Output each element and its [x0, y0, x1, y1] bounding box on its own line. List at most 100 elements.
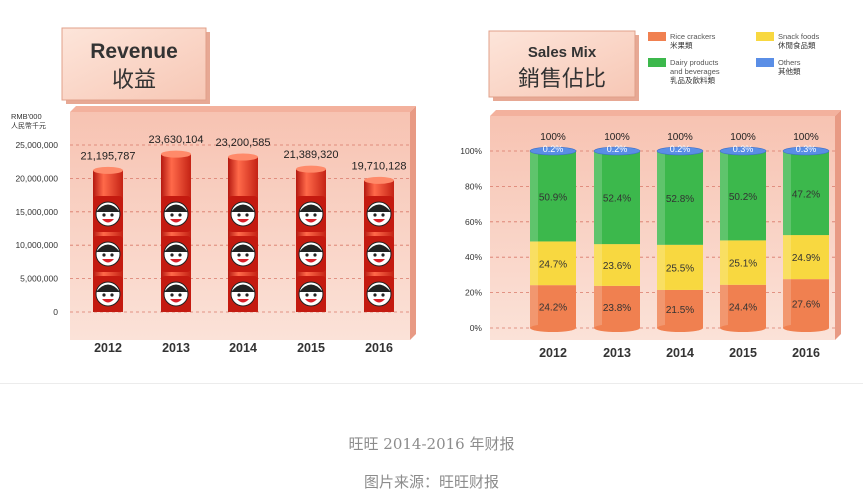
salesmix-bars: [529, 146, 830, 332]
salesmix-segment-label: 52.4%: [603, 194, 631, 205]
legend-label: Rice crackers: [670, 32, 716, 41]
revenue-y-tick-label: 10,000,000: [15, 240, 58, 250]
salesmix-segment: [657, 151, 703, 245]
salesmix-segment: [530, 285, 576, 328]
revenue-bars: [93, 150, 394, 312]
revenue-y-tick-label: 0: [53, 307, 58, 317]
salesmix-y-ticks: 100% 80% 60% 40% 20% 0%: [460, 146, 482, 333]
revenue-bar: [93, 166, 123, 312]
revenue-x-tick-label: 2014: [229, 341, 257, 355]
salesmix-segment-label: 50.9%: [539, 192, 567, 203]
revenue-y-tick-label: 15,000,000: [15, 207, 58, 217]
salesmix-y-tick-label: 20%: [465, 288, 482, 298]
revenue-bar: [364, 176, 394, 312]
legend-label: Dairy products and beverages: [670, 58, 720, 76]
legend-swatch: [648, 58, 666, 67]
mascot-face-icon: [296, 196, 326, 232]
salesmix-segment-label: 0.2%: [543, 144, 564, 154]
revenue-y-tick-label: 5,000,000: [20, 274, 58, 284]
salesmix-bar: [782, 146, 830, 332]
salesmix-segment-label: 25.1%: [729, 259, 757, 270]
legend-label: Others: [778, 58, 801, 67]
salesmix-segment: [783, 279, 829, 328]
revenue-y-tick-label: 20,000,000: [15, 173, 58, 183]
charts-figure: Revenue 收益 RMB'000 人民幣千元 25,000,000 20,00…: [11, 27, 841, 360]
mascot-face-icon: [161, 236, 191, 272]
salesmix-title: Sales Mix: [528, 44, 597, 61]
revenue-title-box: Revenue 收益: [61, 27, 210, 104]
legend-swatch: [756, 58, 774, 67]
revenue-title-cn: 收益: [112, 68, 156, 93]
revenue-x-tick-label: 2013: [162, 341, 190, 355]
salesmix-segment: [720, 240, 766, 285]
salesmix-x-tick-label: 2012: [539, 346, 567, 360]
revenue-value-label: 21,389,320: [283, 149, 338, 161]
revenue-x-tick-label: 2012: [94, 341, 122, 355]
revenue-y-ticks: 25,000,000 20,000,000 15,000,000 10,000,000…: [15, 140, 58, 317]
revenue-value-label: 23,200,585: [215, 137, 270, 149]
revenue-bar: [296, 165, 326, 312]
revenue-x-ticks: 2012 2013 2014 2015 2016: [94, 341, 393, 355]
salesmix-segment-label: 24.2%: [539, 303, 567, 314]
salesmix-y-tick-label: 100%: [460, 146, 482, 156]
legend-swatch: [756, 32, 774, 41]
legend-label-cn: 其他類: [778, 66, 801, 76]
salesmix-bar: [529, 146, 577, 332]
salesmix-y-tick-label: 40%: [465, 252, 482, 262]
revenue-x-tick-label: 2015: [297, 341, 325, 355]
mascot-face-icon: [93, 196, 123, 232]
salesmix-x-tick-label: 2016: [792, 346, 820, 360]
mascot-face-icon: [93, 276, 123, 312]
salesmix-segment-label: 52.8%: [666, 194, 694, 205]
revenue-value-label: 21,195,787: [80, 150, 135, 162]
mascot-face-icon: [364, 196, 394, 232]
mascot-face-icon: [228, 196, 258, 232]
caption-title: 旺旺 2014-2016 年财报: [348, 435, 515, 453]
salesmix-y-tick-label: 60%: [465, 217, 482, 227]
salesmix-segment-label: 47.2%: [792, 189, 820, 200]
salesmix-segment-label: 24.4%: [729, 302, 757, 313]
mascot-face-icon: [228, 276, 258, 312]
salesmix-x-tick-label: 2013: [603, 346, 631, 360]
salesmix-segment-label: 23.8%: [603, 303, 631, 314]
revenue-x-tick-label: 2016: [365, 341, 393, 355]
revenue-bar: [228, 153, 258, 312]
salesmix-segment-label: 0.2%: [670, 144, 691, 154]
salesmix-y-tick-label: 80%: [465, 181, 482, 191]
salesmix-total-label: 100%: [667, 132, 693, 143]
salesmix-bar: [656, 146, 704, 332]
revenue-y-tick-label: 25,000,000: [15, 140, 58, 150]
revenue-title: Revenue: [90, 40, 178, 63]
salesmix-total-label: 100%: [540, 132, 566, 143]
revenue-value-labels: 21,195,787 23,630,104 23,200,585 21,389,320…: [80, 134, 406, 172]
salesmix-title-cn: 銷售佔比: [518, 67, 606, 92]
salesmix-y-tick-label: 0%: [470, 323, 483, 333]
revenue-ylabel-cn: 人民幣千元: [11, 121, 46, 130]
salesmix-segment: [783, 151, 829, 236]
salesmix-segment-label: 0.3%: [796, 144, 817, 154]
mascot-face-icon: [296, 276, 326, 312]
salesmix-segment: [720, 151, 766, 241]
salesmix-total-label: 100%: [730, 132, 756, 143]
salesmix-segment: [530, 241, 576, 286]
legend-label-cn: 乳品及飲料類: [670, 75, 715, 85]
salesmix-total-label: 100%: [604, 132, 630, 143]
salesmix-segment: [783, 235, 829, 280]
salesmix-total-labels: 100% 100% 100% 100% 100%: [540, 132, 819, 143]
salesmix-bar: [719, 146, 767, 332]
mascot-face-icon: [364, 276, 394, 312]
salesmix-segment-label: 27.6%: [792, 300, 820, 311]
salesmix-segment: [657, 244, 703, 290]
legend-label-cn: 休閒食品類: [778, 40, 816, 50]
salesmix-x-tick-label: 2014: [666, 346, 694, 360]
salesmix-title-box: Sales Mix 銷售佔比: [488, 30, 639, 101]
salesmix-total-label: 100%: [793, 132, 819, 143]
legend-swatch: [648, 32, 666, 41]
revenue-ylabel: RMB'000: [11, 112, 42, 121]
mascot-face-icon: [93, 236, 123, 272]
salesmix-x-tick-label: 2015: [729, 346, 757, 360]
salesmix-segment-label: 0.2%: [607, 144, 628, 154]
